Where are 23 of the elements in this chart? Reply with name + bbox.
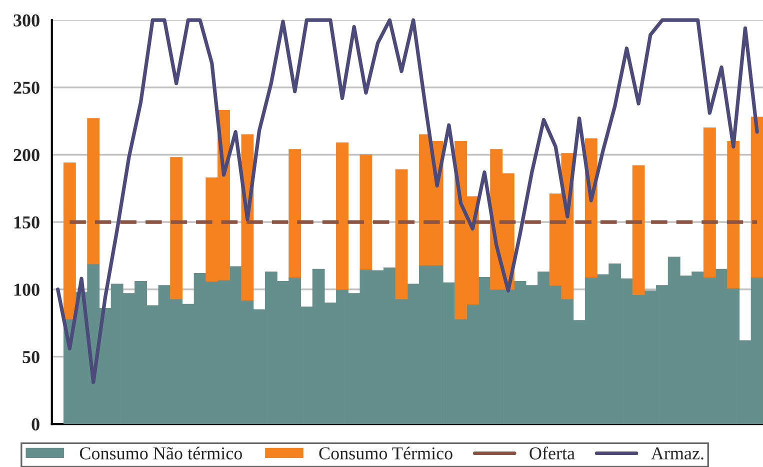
y-tick-label: 100 bbox=[14, 284, 40, 296]
legend-label: Oferta bbox=[530, 446, 575, 460]
bar bbox=[288, 149, 302, 278]
y-tick-label: 150 bbox=[14, 216, 40, 228]
bar bbox=[632, 165, 645, 296]
y-tick-label: 0 bbox=[32, 418, 40, 430]
legend-label: Armaz. bbox=[651, 447, 704, 460]
legend-label: Consumo Térmico bbox=[319, 446, 452, 460]
line-series bbox=[56, 18, 759, 384]
bar bbox=[750, 116, 763, 278]
legend-label: Consumo Não térmico bbox=[80, 446, 242, 460]
bar bbox=[727, 140, 740, 288]
bar bbox=[703, 128, 716, 278]
y-tick-label: 50 bbox=[22, 350, 40, 364]
y-tick-label: 200 bbox=[14, 148, 40, 162]
bar bbox=[336, 142, 348, 290]
bar bbox=[395, 169, 408, 300]
y-tick-label: 300 bbox=[14, 14, 40, 27]
bar bbox=[87, 118, 100, 264]
bar bbox=[63, 162, 76, 320]
bar bbox=[170, 157, 183, 300]
bar bbox=[360, 154, 372, 270]
y-tick-label: 250 bbox=[14, 82, 40, 94]
